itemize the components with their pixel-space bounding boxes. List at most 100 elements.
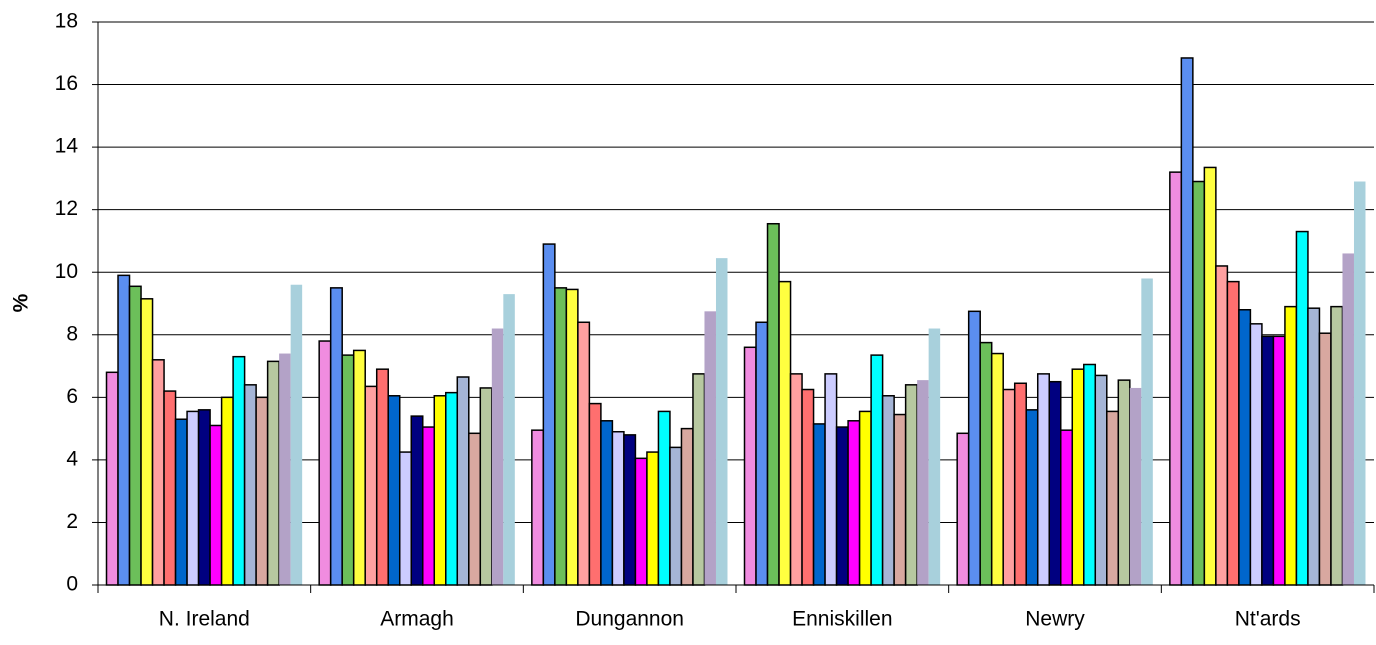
bar [174, 418, 188, 586]
bar [704, 311, 716, 585]
bar [163, 390, 177, 586]
bar [140, 298, 154, 586]
bar [151, 359, 165, 586]
bar [491, 328, 504, 585]
bar [743, 346, 757, 586]
bar [1117, 379, 1131, 586]
y-tick-label: 18 [55, 10, 78, 33]
bar [588, 402, 602, 586]
bar [1318, 332, 1332, 586]
bar [232, 355, 246, 586]
y-axis-label: % [10, 293, 33, 312]
y-tick-label: 16 [55, 72, 78, 95]
bar [220, 396, 234, 586]
y-tick-label: 8 [66, 322, 78, 345]
y-tick-label: 4 [66, 447, 78, 470]
bar [917, 380, 929, 585]
y-tick-label: 10 [55, 260, 78, 283]
bar [1249, 323, 1263, 586]
bar [680, 427, 694, 586]
y-tick-label: 2 [66, 510, 78, 533]
x-tick-label: Armagh [380, 608, 454, 631]
x-tick-label: N. Ireland [159, 608, 250, 631]
bar [1180, 57, 1194, 586]
bar [329, 287, 343, 586]
y-tick-label: 6 [66, 385, 78, 408]
bar [364, 385, 378, 586]
bar [186, 410, 200, 586]
bar [692, 373, 706, 586]
bar [1129, 387, 1142, 585]
bar [1083, 363, 1097, 586]
bar [870, 354, 884, 586]
bar [1203, 166, 1217, 586]
bar [611, 430, 625, 586]
bar [197, 409, 211, 586]
bar [1353, 181, 1366, 585]
bar [352, 349, 366, 586]
bar [554, 287, 568, 586]
bar [456, 376, 470, 586]
bar [801, 388, 815, 586]
bar [1141, 278, 1153, 585]
bar [824, 373, 838, 586]
bar [1036, 373, 1050, 586]
y-tick-label: 14 [55, 135, 79, 158]
bar [398, 451, 412, 586]
bar [657, 410, 671, 586]
bar [715, 258, 728, 585]
bar [468, 432, 482, 586]
bar [835, 426, 849, 586]
bar [858, 410, 872, 586]
y-tick-label: 0 [66, 573, 78, 596]
bar [755, 321, 769, 586]
bar [318, 340, 332, 586]
bar [904, 384, 918, 586]
bar [105, 371, 119, 586]
bar [1295, 230, 1309, 586]
bar [1272, 335, 1286, 586]
bar [1192, 180, 1206, 586]
bar [209, 424, 223, 586]
bar [1238, 309, 1252, 586]
bar [1094, 374, 1108, 586]
bar [542, 243, 556, 586]
bar [1284, 305, 1298, 586]
bar [1330, 305, 1344, 586]
bar [387, 395, 401, 586]
bar [1261, 335, 1275, 586]
bar [1060, 429, 1074, 586]
bar [669, 446, 683, 586]
bar [1071, 368, 1085, 586]
x-tick-label: Enniskillen [792, 608, 892, 631]
bar [290, 284, 303, 585]
bar [128, 285, 142, 586]
bar [778, 280, 792, 586]
bar [979, 341, 993, 586]
bar [1013, 382, 1027, 586]
bar [1048, 380, 1062, 586]
bar [410, 415, 424, 586]
bar [766, 222, 780, 586]
bar [789, 373, 803, 586]
bar [600, 420, 614, 586]
bar [445, 391, 459, 586]
bar [266, 360, 280, 586]
bar [503, 294, 515, 585]
bar [279, 353, 291, 585]
bar [479, 387, 493, 586]
bar [577, 321, 591, 586]
bar [565, 288, 579, 586]
bar [422, 426, 436, 586]
x-tick-label: Newry [1025, 608, 1085, 631]
bar [117, 274, 131, 586]
bar [893, 413, 907, 586]
bar [243, 384, 257, 586]
bar [646, 451, 660, 586]
bar [847, 420, 861, 586]
x-tick-label: Nt'ards [1235, 608, 1301, 631]
bar [956, 432, 970, 586]
bar [1002, 388, 1016, 586]
bar [881, 395, 895, 586]
